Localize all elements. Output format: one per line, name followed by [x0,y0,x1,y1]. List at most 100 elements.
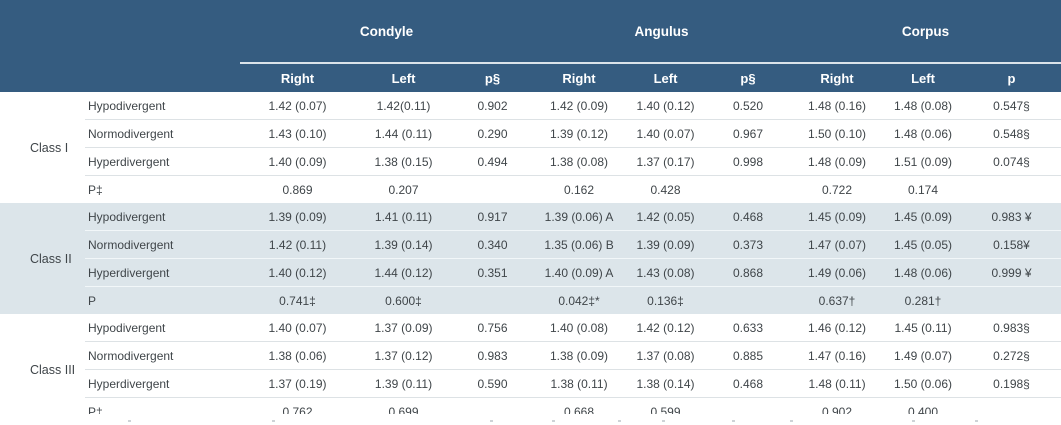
header-corner-cell [0,0,240,63]
value-cell [962,175,1061,203]
value-cell: 1.40 (0.07) [625,119,707,148]
value-cell: 0.428 [625,175,707,203]
value-cell: 1.40 (0.09) A [533,258,626,287]
value-cell: 0.917 [452,203,534,231]
value-cell: 1.51 (0.09) [884,147,963,176]
value-cell: 1.50 (0.06) [884,369,963,398]
value-cell: 0.520 [733,98,764,113]
value-cell: 1.40 (0.12) [240,258,355,287]
table-row: Hyperdivergent 1.40 (0.09) 1.38 (0.15) 0… [0,147,1061,176]
table-row: Hyperdivergent 1.40 (0.12) 1.44 (0.12) 0… [0,258,1061,287]
value-cell: 1.45 (0.09) [790,203,885,231]
value-cell: 0.351 [452,258,534,287]
value-cell: 1.42 (0.12) [636,320,695,335]
value-cell: 0.042‡* [533,286,626,314]
header-empty-cell [0,63,85,92]
subheader-condyle-p: p§ [452,63,534,92]
subheader-condyle-left: Left [355,63,452,92]
group-header-row: Condyle Angulus Corpus [0,0,1061,64]
divergence-label-cell: Hypodivergent [88,98,166,113]
value-cell: 0.136‡ [625,286,707,314]
value-cell: 1.38 (0.15) [355,147,452,176]
table-row: Class II Hypodivergent 1.39 (0.09) 1.41 … [0,203,1061,314]
value-cell: 0.074§ [962,147,1061,176]
value-cell: 0.207 [355,175,452,203]
value-cell: 0.174 [884,175,963,203]
value-cell: 0.162 [533,175,626,203]
value-cell [452,175,534,203]
value-cell: 1.48 (0.09) [790,147,885,176]
table-row: Normodivergent 1.43 (0.10) 1.44 (0.11) 0… [0,119,1061,148]
value-cell: 1.38 (0.11) [533,369,626,398]
value-cell [706,286,791,314]
value-cell: 1.37 (0.17) [625,147,707,176]
subheader-corpus-p: p [962,63,1061,92]
value-cell: 0.998 [706,147,791,176]
value-cell: 0.198§ [962,369,1061,398]
value-cell: 0.547§ [993,98,1030,113]
divergence-label-cell: Hypodivergent [88,320,166,335]
value-cell: 1.39 (0.14) [355,230,452,259]
divergence-label-cell: Hypodivergent [85,203,240,231]
value-cell: 1.40 (0.08) [549,320,609,335]
table-row: Normodivergent 1.42 (0.11) 1.39 (0.14) 0… [0,230,1061,259]
value-cell: 1.39 (0.06) A [533,203,626,231]
p-row-label-cell: P [85,286,240,314]
p-row: P 0.741‡ 0.600‡ 0.042‡* 0.136‡ 0.637† 0.… [0,286,1061,314]
value-cell: 0.741‡ [240,286,355,314]
value-cell: 1.41 (0.11) [355,203,452,231]
value-cell: 1.39 (0.11) [355,369,452,398]
header-empty-cell [85,63,240,92]
value-cell: 0.281† [884,286,963,314]
divergence-label-cell: Normodivergent [85,341,240,370]
value-cell: 1.37 (0.08) [625,341,707,370]
divergence-label-cell: Normodivergent [85,119,240,148]
divergence-label-cell: Hyperdivergent [85,258,240,287]
value-cell: 1.49 (0.07) [884,341,963,370]
class-label-cell: Class II [0,203,85,314]
value-cell: 0.290 [452,119,534,148]
value-cell: 1.37 (0.12) [355,341,452,370]
value-cell: 1.48 (0.06) [884,119,963,148]
subheader-row: Right Left p§ Right Left p§ Right Left p [0,63,1061,92]
value-cell: 1.39 (0.09) [625,230,707,259]
value-cell: 0.468 [706,369,791,398]
divergence-label-cell: Hyperdivergent [85,147,240,176]
value-cell: 1.42 (0.05) [625,203,707,231]
value-cell: 0.756 [477,320,508,335]
value-cell: 0.967 [706,119,791,148]
value-cell: 0.999 ¥ [962,258,1061,287]
value-cell: 1.39 (0.09) [240,203,355,231]
table-header: Condyle Angulus Corpus Right Left p§ Rig… [0,0,1061,92]
value-cell: 0.373 [706,230,791,259]
value-cell: 0.468 [706,203,791,231]
value-cell: 1.35 (0.06) B [533,230,626,259]
value-cell: 0.272§ [962,341,1061,370]
subheader-angulus-left: Left [625,63,707,92]
value-cell: 1.38 (0.14) [625,369,707,398]
value-cell: 1.48 (0.16) [807,98,867,113]
value-cell: 1.48 (0.08) [893,98,953,113]
value-cell: 1.47 (0.07) [790,230,885,259]
value-cell: 0.885 [706,341,791,370]
value-cell: 1.44 (0.12) [355,258,452,287]
value-cell: 1.46 (0.12) [807,320,867,335]
subheader-condyle-right: Right [240,63,355,92]
value-cell: 1.37 (0.09) [374,320,433,335]
table-row: Normodivergent 1.38 (0.06) 1.37 (0.12) 0… [0,341,1061,370]
p-row-label-cell: P‡ [85,175,240,203]
value-cell: 1.48 (0.11) [790,369,885,398]
p-row: P‡ 0.869 0.207 0.162 0.428 0.722 0.174 [0,175,1061,203]
value-cell: 1.48 (0.06) [884,258,963,287]
value-cell: 0.983§ [993,320,1030,335]
group-header-corpus: Corpus [790,0,1061,64]
value-cell: 1.44 (0.11) [355,119,452,148]
value-cell: 1.50 (0.10) [790,119,885,148]
group-header-angulus: Angulus [533,0,791,64]
value-cell: 1.45 (0.09) [884,203,963,231]
value-cell [452,286,534,314]
value-cell: 1.45 (0.05) [884,230,963,259]
clipped-footnote-line [0,414,1061,425]
value-cell: 0.340 [452,230,534,259]
value-cell: 0.590 [452,369,534,398]
